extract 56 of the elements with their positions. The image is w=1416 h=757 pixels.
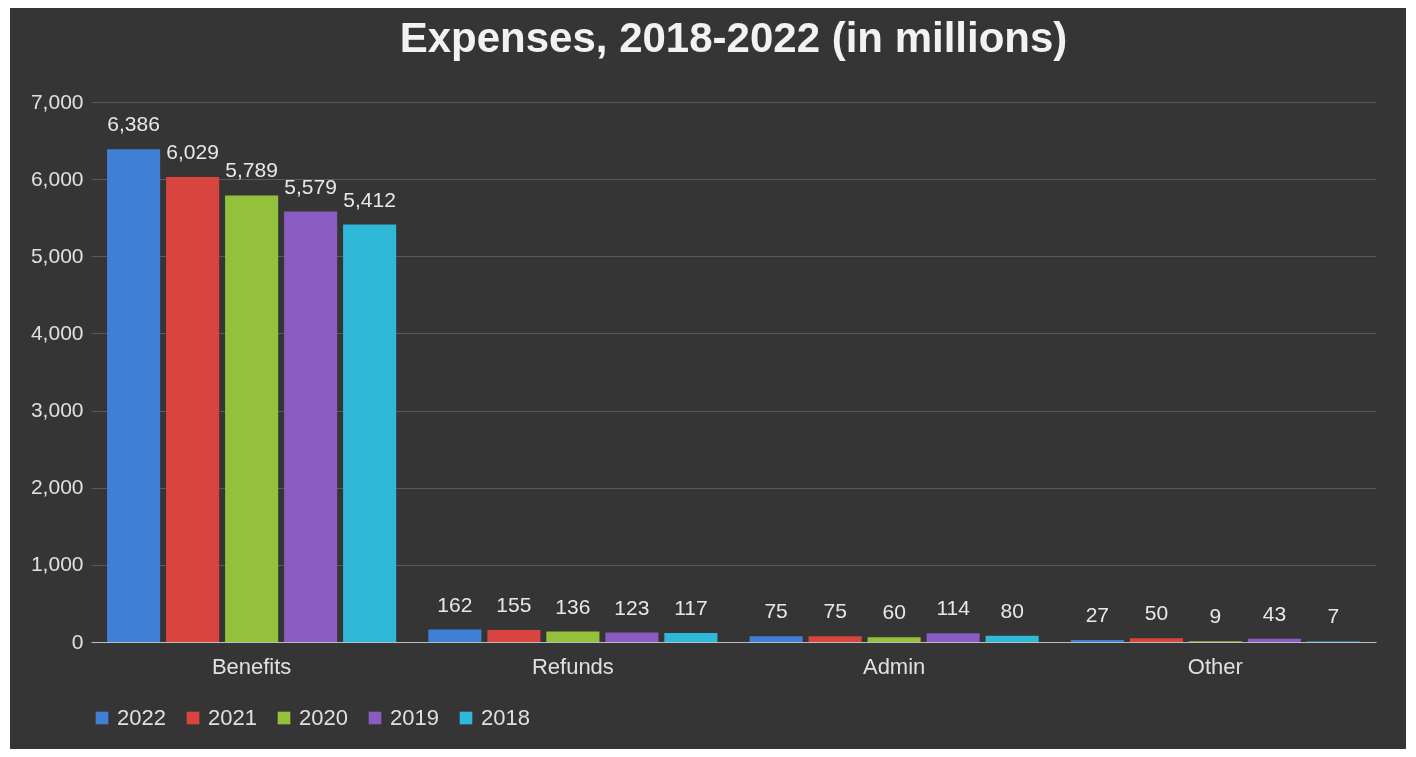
x-tick-label: Benefits bbox=[211, 653, 292, 679]
bar bbox=[343, 224, 397, 642]
data-label: 9 bbox=[1209, 604, 1222, 628]
data-label: 60 bbox=[882, 600, 906, 624]
data-label: 50 bbox=[1144, 601, 1169, 625]
bar bbox=[487, 630, 541, 642]
x-tick-label: Admin bbox=[862, 653, 926, 679]
data-label: 5,789 bbox=[225, 158, 278, 182]
data-label: 6,029 bbox=[166, 139, 219, 163]
data-label: 5,579 bbox=[284, 174, 337, 198]
bar bbox=[225, 195, 279, 642]
data-label: 123 bbox=[614, 595, 650, 619]
bar bbox=[166, 176, 220, 642]
bar bbox=[284, 211, 338, 642]
data-label: 75 bbox=[764, 599, 788, 623]
bar bbox=[749, 636, 803, 642]
bar bbox=[867, 637, 921, 642]
bar bbox=[808, 636, 862, 642]
data-label: 6,386 bbox=[107, 112, 160, 136]
y-tick-label: 4,000 bbox=[30, 320, 84, 344]
bar bbox=[546, 631, 600, 642]
bar bbox=[107, 149, 161, 642]
bar bbox=[428, 629, 482, 642]
data-label: 5,412 bbox=[343, 187, 396, 211]
data-label: 43 bbox=[1262, 601, 1287, 625]
y-tick-label: 1,000 bbox=[30, 552, 84, 576]
data-label: 114 bbox=[936, 596, 971, 620]
legend-label: 2019 bbox=[390, 705, 439, 730]
legend-label: 2020 bbox=[299, 705, 348, 730]
legend-label: 2018 bbox=[481, 705, 530, 730]
bar bbox=[664, 632, 718, 642]
y-tick-label: 5,000 bbox=[30, 243, 84, 267]
legend-label: 2021 bbox=[208, 705, 257, 730]
data-label: 75 bbox=[823, 599, 847, 623]
bar bbox=[1129, 638, 1183, 642]
y-tick-label: 3,000 bbox=[30, 398, 84, 422]
y-tick-label: 7,000 bbox=[30, 89, 84, 113]
data-label: 27 bbox=[1085, 602, 1110, 626]
data-label: 7 bbox=[1327, 604, 1340, 628]
bar bbox=[605, 632, 659, 642]
legend-label: 2022 bbox=[117, 705, 166, 730]
x-tick-label: Refunds bbox=[531, 653, 614, 679]
bar bbox=[1070, 639, 1124, 642]
bar bbox=[926, 633, 980, 642]
data-label: 80 bbox=[1000, 598, 1024, 622]
bar bbox=[985, 635, 1039, 642]
data-label: 117 bbox=[674, 595, 708, 619]
chart-title: Expenses, 2018-2022 (in millions) bbox=[399, 14, 1068, 61]
x-tick-label: Other bbox=[1187, 653, 1243, 679]
y-tick-label: 2,000 bbox=[30, 475, 84, 499]
data-label: 136 bbox=[555, 594, 591, 618]
data-label: 162 bbox=[437, 592, 473, 616]
data-label: 155 bbox=[496, 593, 532, 617]
bar bbox=[1247, 638, 1301, 642]
y-tick-label: 0 bbox=[71, 629, 84, 653]
y-tick-label: 6,000 bbox=[30, 166, 84, 190]
